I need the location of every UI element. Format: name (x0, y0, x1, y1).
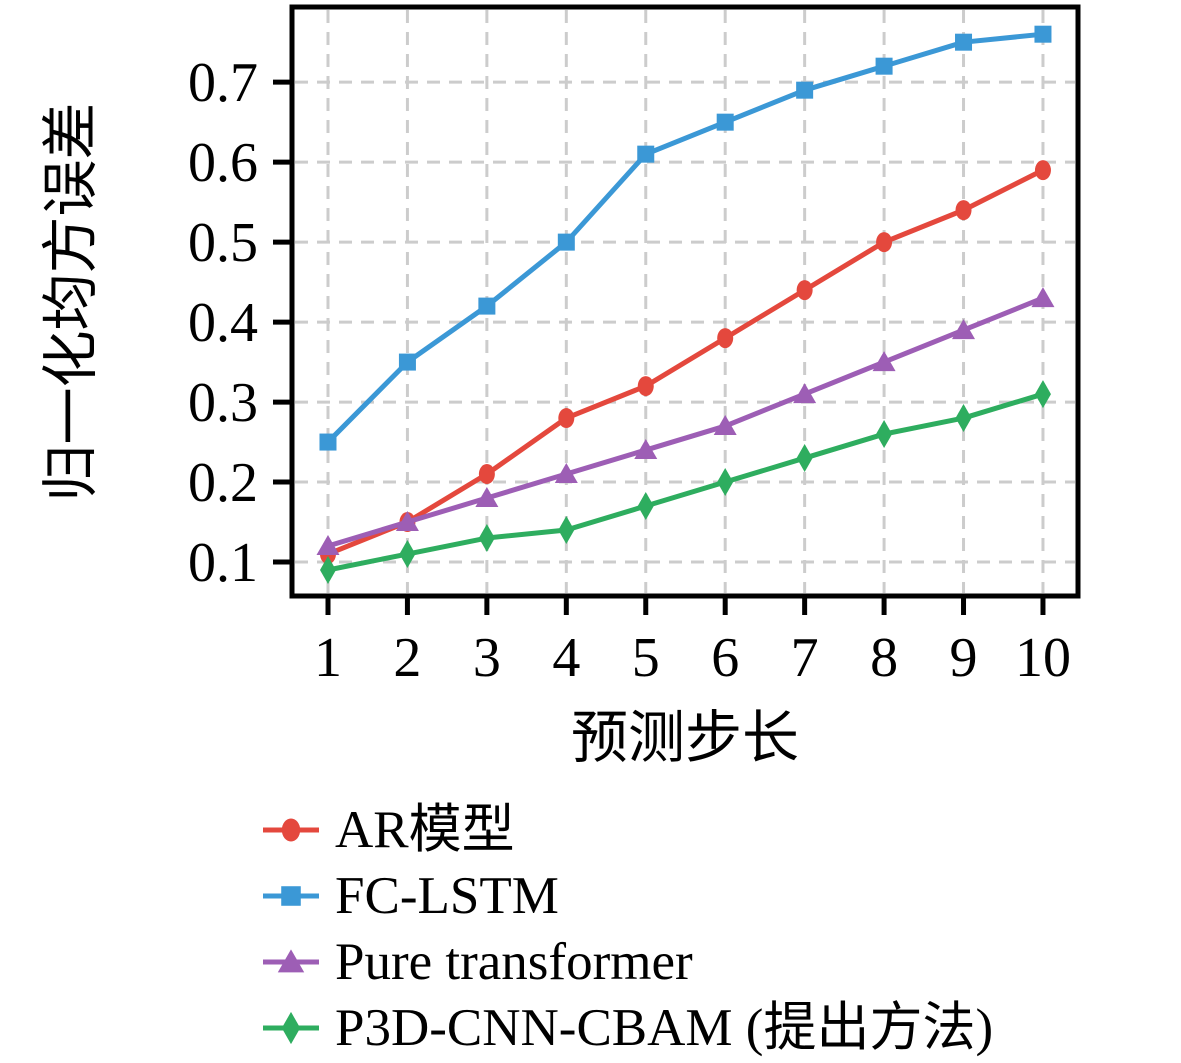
series-3 (319, 380, 1051, 585)
marker-triangle (872, 351, 896, 372)
marker-square (716, 113, 734, 131)
marker-triangle (634, 439, 658, 460)
marker-triangle (277, 949, 305, 973)
legend-label: Pure transformer (335, 932, 693, 991)
chart-legend: AR模型 FC-LSTM Pure transformer P3D-CNN-CBAM … (262, 797, 993, 1061)
marker-circle (281, 818, 301, 842)
legend-label: FC-LSTM (335, 866, 559, 925)
y-tick-label: 0.4 (188, 292, 258, 354)
marker-diamond (637, 492, 654, 521)
marker-diamond (955, 404, 972, 433)
marker-circle (717, 328, 734, 349)
x-tick-label: 6 (711, 627, 739, 689)
series-line-0 (325, 167, 1046, 557)
gridlines (295, 10, 1075, 593)
x-tick-label: 10 (1015, 627, 1071, 689)
marker-diamond (281, 1011, 301, 1045)
marker-diamond (1034, 380, 1051, 409)
marker-diamond (478, 524, 495, 553)
series-2 (316, 287, 1055, 556)
y-tick-label: 0.3 (188, 372, 258, 434)
marker-square (1034, 25, 1052, 43)
y-tick-labels: 0.1 0.2 0.3 0.4 0.5 0.6 0.7 (188, 52, 258, 594)
series-1 (319, 25, 1052, 451)
legend-item-3: P3D-CNN-CBAM (提出方法) (262, 995, 993, 1061)
marker-circle (637, 376, 654, 397)
marker-diamond (717, 468, 734, 497)
marker-diamond (319, 556, 336, 585)
marker-triangle (554, 463, 578, 484)
y-tick-label: 0.1 (188, 532, 258, 594)
legend-marker-icon-triangle (263, 949, 319, 973)
x-tick-label: 1 (314, 627, 342, 689)
legend-label: P3D-CNN-CBAM (提出方法) (335, 998, 994, 1057)
legend-marker-icon-square (263, 886, 319, 906)
marker-square (875, 57, 893, 75)
marker-square (637, 145, 655, 163)
axis-ticks (273, 79, 1046, 615)
y-tick-label: 0.2 (188, 452, 258, 514)
series-line-3 (325, 391, 1046, 573)
legend-marker-icon-diamond (263, 1011, 319, 1045)
y-tick-label: 0.6 (188, 132, 258, 194)
marker-square (478, 297, 496, 315)
marker-square (796, 81, 814, 99)
legend-label: AR模型 (335, 800, 515, 859)
series-0 (319, 160, 1051, 565)
marker-triangle (713, 415, 737, 436)
marker-triangle (952, 319, 976, 340)
series-line-2 (325, 295, 1046, 549)
x-tick-labels: 1 2 3 4 5 6 7 8 9 10 (314, 627, 1071, 689)
marker-triangle (793, 383, 817, 404)
marker-triangle (316, 535, 340, 556)
y-tick-label: 0.7 (188, 52, 258, 114)
marker-diamond (796, 444, 813, 473)
x-tick-label: 5 (632, 627, 660, 689)
marker-circle (1034, 160, 1051, 181)
marker-triangle (1031, 287, 1055, 308)
x-tick-label: 3 (473, 627, 501, 689)
marker-square (319, 433, 337, 451)
legend-item-0: AR模型 (262, 797, 993, 863)
marker-square (955, 33, 973, 51)
x-tick-label: 9 (950, 627, 978, 689)
x-tick-label: 8 (870, 627, 898, 689)
series-line-1 (325, 31, 1046, 445)
marker-triangle (475, 487, 499, 508)
marker-diamond (399, 540, 416, 569)
marker-circle (478, 464, 495, 485)
marker-square (557, 233, 575, 251)
plot-border (289, 4, 1081, 599)
marker-diamond (558, 516, 575, 545)
marker-square (398, 353, 416, 371)
legend-item-2: Pure transformer (262, 929, 993, 995)
x-tick-label: 2 (393, 627, 421, 689)
marker-circle (558, 408, 575, 429)
y-tick-label: 0.5 (188, 212, 258, 274)
marker-square (281, 886, 301, 906)
legend-item-1: FC-LSTM (262, 863, 993, 929)
y-axis-label: 归一化均方误差 (40, 103, 103, 502)
x-tick-label: 7 (791, 627, 819, 689)
marker-diamond (876, 420, 893, 449)
marker-circle (876, 232, 893, 253)
marker-circle (796, 280, 813, 301)
data-series (316, 25, 1055, 585)
x-tick-label: 4 (552, 627, 580, 689)
marker-triangle (395, 511, 419, 532)
marker-circle (955, 200, 972, 221)
legend-marker-icon-circle (263, 818, 319, 842)
x-axis-label: 预测步长 (571, 707, 799, 770)
